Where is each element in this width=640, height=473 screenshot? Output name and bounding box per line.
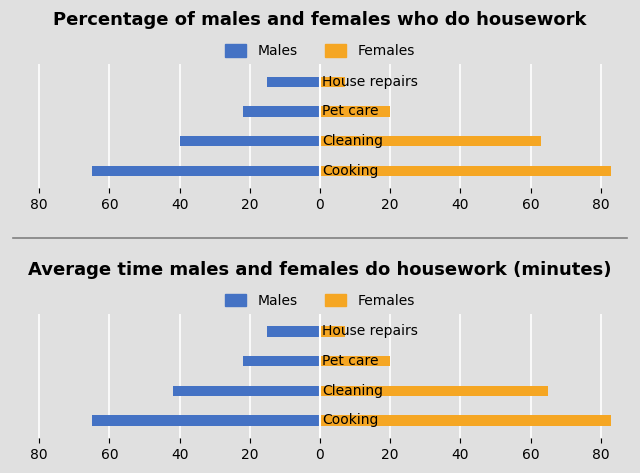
Legend: Males, Females: Males, Females (220, 288, 420, 314)
Text: Cooking: Cooking (322, 413, 378, 428)
Bar (320, 106, 390, 117)
Text: House repairs: House repairs (322, 75, 418, 89)
Text: Pet care: Pet care (322, 105, 378, 118)
Bar (320, 326, 344, 337)
Text: House repairs: House repairs (322, 324, 418, 339)
Bar (173, 385, 320, 396)
Title: Average time males and females do housework (minutes): Average time males and females do housew… (28, 261, 612, 279)
Legend: Males, Females: Males, Females (220, 39, 420, 64)
Bar (268, 77, 320, 87)
Bar (268, 326, 320, 337)
Bar (320, 77, 344, 87)
Bar (92, 166, 320, 176)
Bar (320, 166, 611, 176)
Text: Cooking: Cooking (322, 164, 378, 178)
Bar (92, 415, 320, 426)
Text: Cleaning: Cleaning (322, 134, 383, 148)
Bar (320, 136, 541, 146)
Bar (320, 385, 548, 396)
Bar (180, 136, 320, 146)
Bar (320, 415, 611, 426)
Title: Percentage of males and females who do housework: Percentage of males and females who do h… (53, 11, 587, 29)
Text: Cleaning: Cleaning (322, 384, 383, 398)
Text: Pet care: Pet care (322, 354, 378, 368)
Bar (243, 106, 320, 117)
Bar (320, 356, 390, 366)
Bar (243, 356, 320, 366)
